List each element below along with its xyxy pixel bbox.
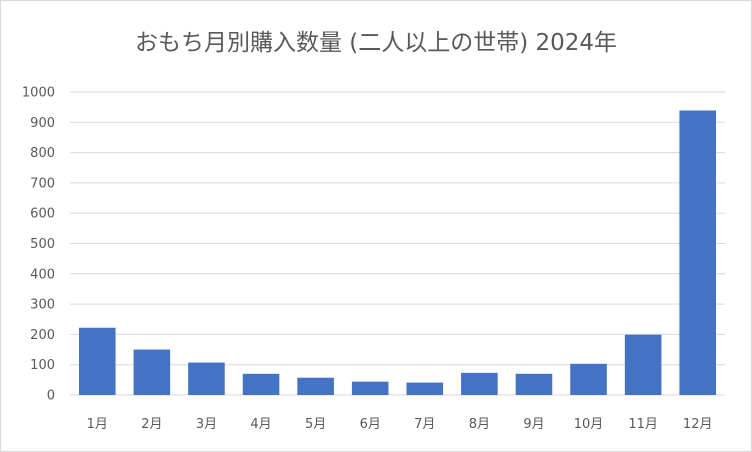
- y-tick-label-400: 400: [30, 267, 55, 282]
- y-tick-label-700: 700: [30, 176, 55, 191]
- bar-3: [188, 362, 225, 395]
- x-tick-label-4: 4月: [250, 417, 271, 432]
- y-tick-label-500: 500: [30, 237, 55, 252]
- x-tick-label-11: 11月: [628, 417, 658, 432]
- bar-2: [133, 349, 171, 395]
- y-tick-label-600: 600: [30, 207, 55, 222]
- bar-5: [297, 377, 334, 395]
- x-tick-label-8: 8月: [469, 417, 490, 432]
- bar-4: [242, 373, 280, 395]
- bar-11: [624, 334, 662, 395]
- bar-7: [406, 382, 444, 395]
- bar-8: [461, 372, 498, 395]
- bar-10: [570, 363, 607, 395]
- x-tick-label-2: 2月: [141, 417, 162, 432]
- x-tick-label-12: 12月: [683, 417, 713, 432]
- x-tick-label-5: 5月: [305, 417, 326, 432]
- bar-12: [679, 110, 716, 395]
- x-tick-label-7: 7月: [414, 417, 435, 432]
- y-tick-label-100: 100: [30, 358, 55, 373]
- chart-title: おもち月別購入数量 (二人以上の世帯) 2024年: [134, 30, 618, 56]
- y-tick-label-0: 0: [47, 389, 55, 404]
- y-tick-label-900: 900: [30, 116, 55, 131]
- x-tick-label-10: 10月: [574, 417, 604, 432]
- bar-1: [79, 327, 116, 395]
- y-tick-label-1000: 1000: [22, 86, 55, 101]
- x-tick-label-9: 9月: [523, 417, 544, 432]
- x-tick-label-3: 3月: [196, 417, 217, 432]
- y-tick-label-200: 200: [30, 328, 55, 343]
- y-tick-label-800: 800: [30, 146, 55, 161]
- y-tick-label-300: 300: [30, 298, 55, 313]
- bar-9: [515, 373, 553, 395]
- x-tick-label-6: 6月: [360, 417, 381, 432]
- bar-6: [351, 381, 389, 395]
- x-tick-label-1: 1月: [87, 417, 108, 432]
